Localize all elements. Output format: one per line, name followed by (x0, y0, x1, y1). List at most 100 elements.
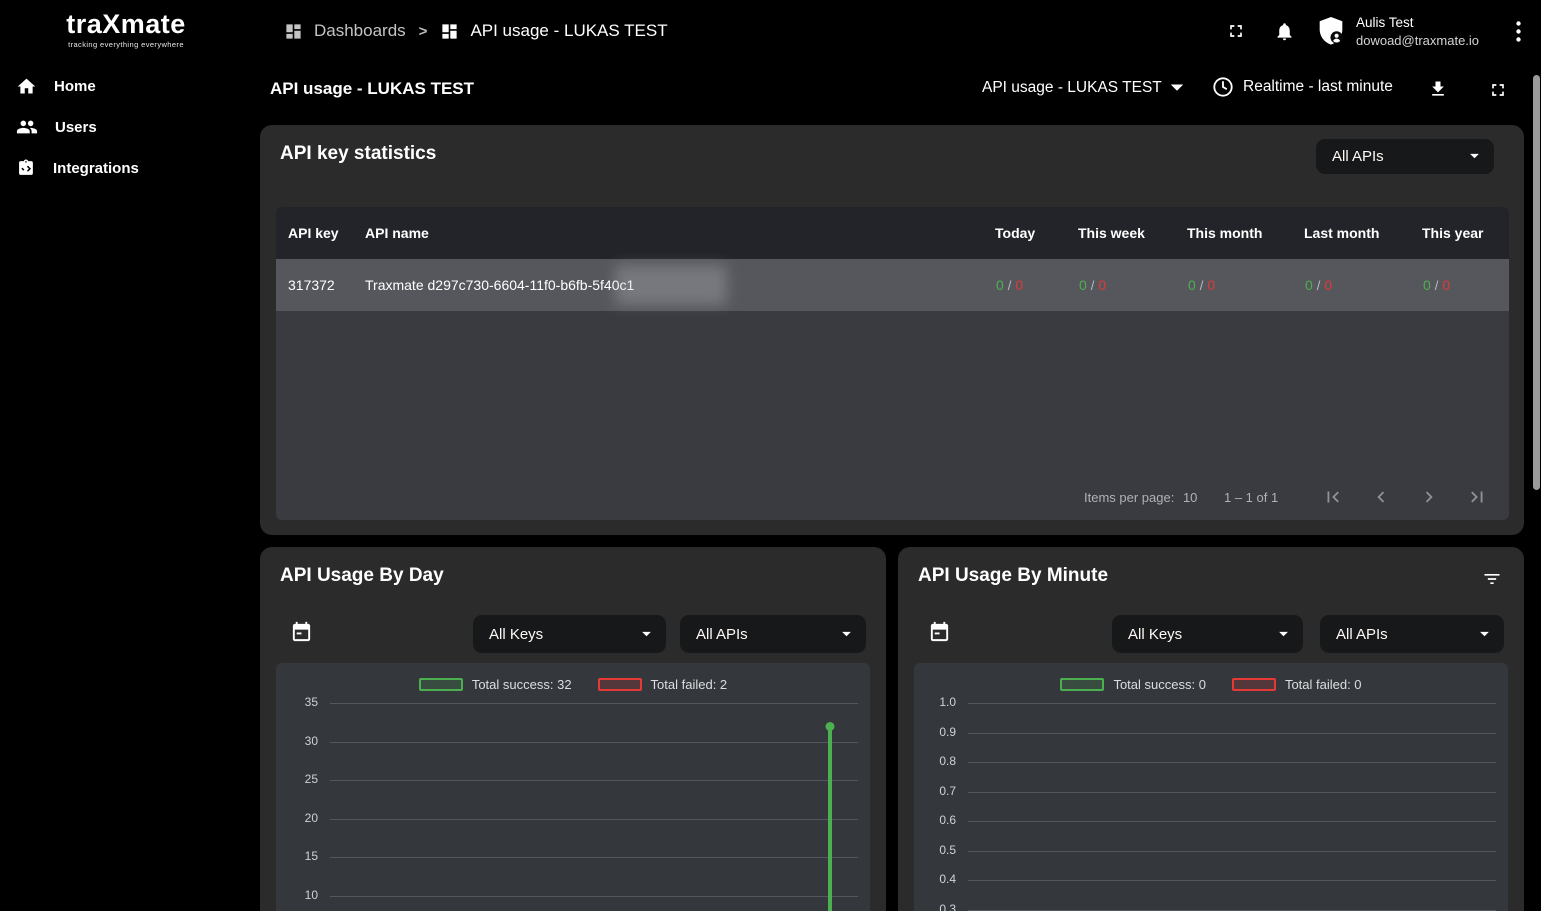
dashboard-icon (440, 22, 459, 41)
dashboard-icon (284, 22, 303, 41)
breadcrumb-current[interactable]: API usage - LUKAS TEST (440, 21, 668, 41)
success-legend-label: Total success: 32 (471, 677, 572, 692)
dashboard-select[interactable]: API usage - LUKAS TEST (982, 79, 1183, 97)
cell-api-key: 317372 (288, 277, 335, 293)
chevron-down-icon (1278, 631, 1289, 638)
y-tick-label: 0.9 (939, 724, 956, 739)
y-tick-label: 0.7 (939, 783, 956, 798)
y-tick-label: 0.5 (939, 842, 956, 857)
col-last-month: Last month (1304, 225, 1380, 241)
integrations-icon (16, 158, 36, 178)
day-keys-filter-select[interactable]: All Keys (473, 615, 666, 653)
first-page-icon[interactable] (1313, 477, 1353, 517)
day-apis-filter-value: All APIs (696, 625, 748, 643)
day-apis-filter-select[interactable]: All APIs (680, 615, 866, 653)
realtime-range-button[interactable]: Realtime - last minute (1212, 76, 1393, 98)
table-header: API key API name Today This week This mo… (276, 207, 1509, 259)
gridline (330, 780, 858, 782)
topbar-right: Aulis Test dowoad@traxmate.io (1216, 0, 1534, 62)
user-info: Aulis Test dowoad@traxmate.io (1356, 14, 1484, 49)
previous-page-icon[interactable] (1361, 477, 1401, 517)
col-today: Today (995, 225, 1036, 241)
user-name: Aulis Test (1356, 14, 1414, 30)
minute-apis-filter-select[interactable]: All APIs (1320, 615, 1504, 653)
calendar-icon[interactable] (928, 619, 951, 644)
success-legend-label: Total success: 0 (1113, 677, 1206, 692)
sidebar-item-users[interactable]: Users (16, 113, 97, 141)
gridline (968, 909, 1496, 911)
avatar[interactable] (1314, 14, 1348, 48)
gridline (968, 762, 1496, 763)
breadcrumb-dashboards[interactable]: Dashboards (284, 21, 406, 41)
minute-card-title: API Usage By Minute (918, 565, 1109, 586)
stats-api-filter-value: All APIs (1332, 148, 1384, 165)
col-api-name: API name (365, 225, 429, 241)
sidebar-item-label: Home (54, 77, 96, 95)
notifications-bell-icon[interactable] (1264, 11, 1304, 51)
success-legend-swatch (1060, 678, 1105, 691)
fullscreen-icon[interactable] (1216, 11, 1256, 51)
sidebar-item-home[interactable]: Home (16, 72, 96, 100)
chevron-down-icon (1479, 631, 1490, 638)
sidebar-item-integrations[interactable]: Integrations (16, 154, 139, 182)
success-legend-swatch (418, 678, 463, 691)
minute-chart-plot: 1.0 0.9 0.8 0.7 0.6 0.5 0.4 0.3 (914, 663, 1508, 911)
breadcrumb-current-label: API usage - LUKAS TEST (470, 21, 668, 40)
gridline (968, 732, 1496, 734)
chevron-down-icon (1469, 153, 1480, 160)
gridline (330, 741, 858, 743)
items-per-page-value[interactable]: 10 (1182, 489, 1198, 505)
stats-api-filter-select[interactable]: All APIs (1316, 139, 1494, 174)
paginator: Items per page: 10 1 – 1 of 1 (276, 474, 1509, 520)
gridline (968, 850, 1496, 852)
day-keys-filter-value: All Keys (489, 625, 544, 643)
users-icon (16, 116, 38, 138)
legend-success[interactable]: Total success: 0 (1060, 677, 1206, 692)
api-key-table: API key API name Today This week This mo… (276, 207, 1509, 520)
gridline (330, 818, 858, 820)
calendar-icon[interactable] (290, 619, 313, 644)
gridline (968, 791, 1496, 793)
minute-chart: Total success: 0 Total failed: 0 1.0 0.9 0… (914, 663, 1508, 911)
download-icon[interactable] (1426, 76, 1450, 102)
chevron-down-icon (1170, 84, 1183, 92)
filter-icon[interactable] (1482, 569, 1502, 589)
next-page-icon[interactable] (1409, 477, 1449, 517)
day-chart-plot: 35 30 25 20 15 10 (276, 663, 870, 911)
day-card-controls: All Keys All APIs (260, 615, 886, 653)
home-icon (16, 76, 37, 97)
y-tick-label: 0.3 (939, 901, 956, 911)
y-tick-label: 0.6 (939, 813, 956, 827)
gridline (968, 703, 1496, 704)
dashboard-fullscreen-icon[interactable] (1486, 78, 1510, 102)
api-key-statistics-card: API key statistics All APIs API key API … (260, 125, 1524, 535)
legend-success[interactable]: Total success: 32 (418, 677, 572, 692)
cell-this-year: 0 / 0 (1423, 277, 1451, 293)
gridline (330, 703, 858, 704)
realtime-range-label: Realtime - last minute (1243, 78, 1393, 95)
paginator-range: 1 – 1 of 1 (1224, 489, 1279, 505)
scrollbar-thumb[interactable] (1533, 75, 1540, 490)
brand-logo[interactable]: traXmate tracking everything everywhere (56, 9, 196, 49)
last-page-icon[interactable] (1457, 477, 1497, 517)
y-tick-label: 10 (304, 888, 318, 902)
user-email: dowoad@traxmate.io (1356, 32, 1480, 48)
y-tick-label: 30 (304, 733, 318, 748)
failed-legend-swatch (1231, 678, 1276, 691)
legend-failed[interactable]: Total failed: 0 (1231, 677, 1362, 692)
gridline (330, 857, 858, 859)
cell-this-week: 0 / 0 (1079, 277, 1107, 293)
failed-legend-label: Total failed: 2 (650, 677, 728, 692)
legend-failed[interactable]: Total failed: 2 (597, 677, 728, 692)
day-chart-legend: Total success: 32 Total failed: 2 (276, 677, 870, 692)
stats-card-title: API key statistics (280, 143, 437, 164)
scrollbar-track[interactable] (1532, 62, 1541, 911)
minute-keys-filter-select[interactable]: All Keys (1112, 615, 1303, 653)
col-api-key: API key (288, 225, 339, 241)
y-tick-label: 0.4 (939, 872, 956, 886)
col-this-week: This week (1078, 225, 1145, 241)
table-row: 317372 Traxmate d297c730-6604-11f0-b6fb-… (276, 259, 1509, 311)
breadcrumb: Dashboards > API usage - LUKAS TEST (284, 0, 668, 62)
failed-legend-label: Total failed: 0 (1284, 677, 1362, 692)
kebab-menu-icon[interactable] (1502, 11, 1534, 51)
